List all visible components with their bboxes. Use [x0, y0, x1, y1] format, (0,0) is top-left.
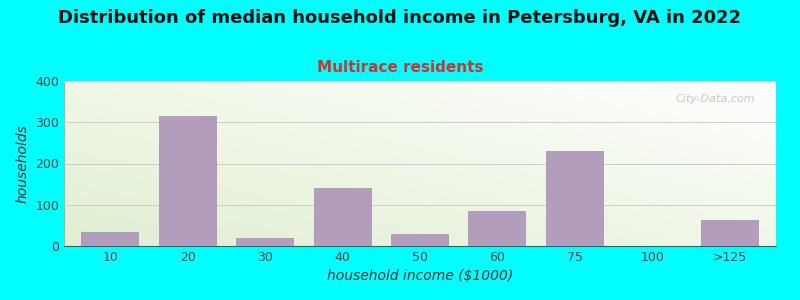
Bar	[546, 151, 604, 246]
Bar	[701, 220, 758, 246]
Bar	[468, 211, 526, 246]
Text: City-Data.com: City-Data.com	[675, 94, 754, 104]
X-axis label: household income ($1000): household income ($1000)	[327, 269, 513, 284]
Bar	[82, 232, 139, 246]
Y-axis label: households: households	[16, 124, 30, 203]
Text: Multirace residents: Multirace residents	[317, 60, 483, 75]
Bar	[159, 116, 217, 246]
Bar	[391, 234, 449, 246]
Bar	[314, 188, 372, 246]
Text: Distribution of median household income in Petersburg, VA in 2022: Distribution of median household income …	[58, 9, 742, 27]
Bar	[236, 238, 294, 246]
